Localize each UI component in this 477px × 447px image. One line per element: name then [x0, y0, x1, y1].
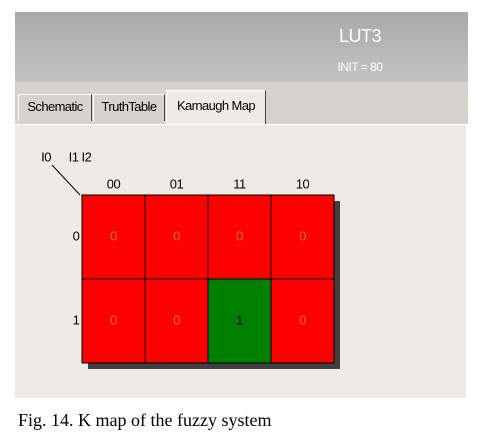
- header: LUT3 INIT = 80: [15, 12, 468, 82]
- cell-value: 0: [236, 228, 243, 243]
- cell: [270, 194, 335, 280]
- cell: [81, 278, 146, 364]
- cell-value: 0: [173, 228, 180, 243]
- cell-value: 0: [110, 228, 117, 243]
- row-label: 0: [73, 228, 80, 243]
- column-label: 00: [107, 176, 121, 191]
- cell-value: 0: [110, 312, 117, 327]
- tab-bar: Schematic TruthTable Karnaugh Map: [15, 82, 468, 124]
- cell: [144, 194, 209, 280]
- cell-value: 0: [173, 312, 180, 327]
- cell: [270, 278, 335, 364]
- divider: [51, 164, 81, 196]
- column-label: 11: [233, 176, 246, 191]
- cell-value: 0: [299, 228, 306, 243]
- tab[interactable]: TruthTable: [93, 94, 165, 121]
- row-label: 1: [73, 312, 80, 327]
- caption: Fig. 14. K map of the fuzzy system: [18, 410, 272, 430]
- column-label: 10: [296, 176, 310, 191]
- row-var: I0: [41, 149, 51, 164]
- tab[interactable]: Schematic: [18, 94, 92, 121]
- col-vars: I1 I2: [69, 149, 92, 164]
- cell: [144, 278, 209, 364]
- cell-value: 0: [299, 312, 306, 327]
- cell: [81, 194, 146, 280]
- subtitle: INIT = 80: [337, 60, 383, 74]
- column-label: 01: [170, 176, 184, 191]
- cell: [207, 278, 272, 364]
- title: LUT3: [338, 26, 382, 46]
- cell-value: 1: [236, 312, 243, 327]
- tab-active[interactable]: Karnaugh Map: [166, 90, 266, 124]
